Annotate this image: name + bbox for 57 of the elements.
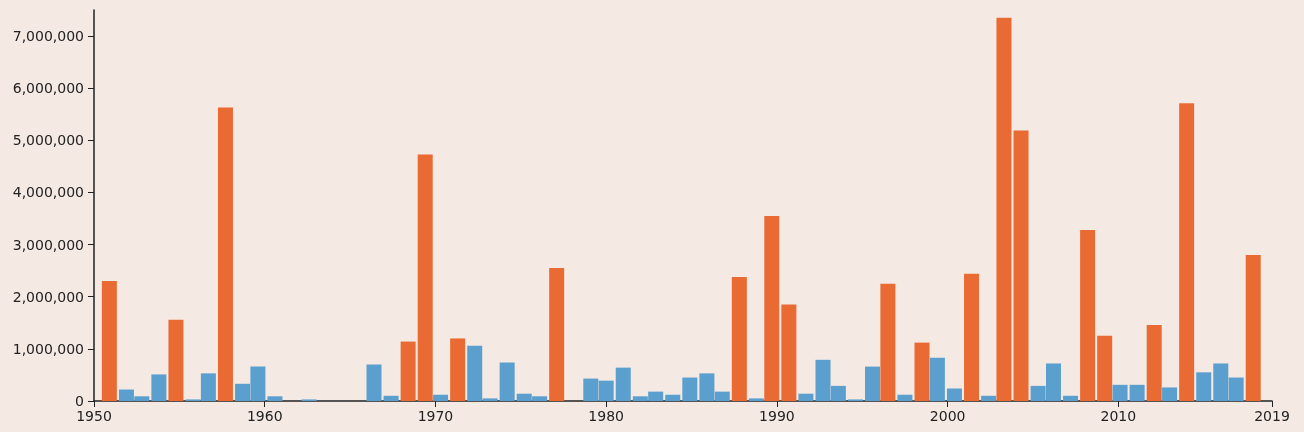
bar	[400, 341, 416, 401]
bar	[1146, 324, 1162, 401]
y-tick-label: 2,000,000	[12, 288, 84, 305]
bar	[981, 395, 997, 401]
x-tick-label: 1980	[588, 408, 624, 424]
bar	[1129, 384, 1145, 401]
bar	[880, 283, 896, 401]
x-tick-label: 2019	[1254, 408, 1290, 424]
bar	[1063, 395, 1079, 401]
bar	[1196, 372, 1212, 401]
y-tick-label: 4,000,000	[12, 184, 84, 201]
bar	[946, 388, 962, 401]
bar	[914, 342, 930, 401]
bar	[450, 338, 466, 401]
bar	[764, 215, 780, 401]
bar	[1112, 384, 1128, 401]
bar	[748, 398, 764, 401]
bar	[1097, 335, 1113, 401]
bar	[798, 393, 814, 401]
bar	[549, 268, 565, 401]
bar	[1080, 230, 1096, 401]
bar	[267, 396, 283, 401]
bar	[615, 367, 631, 401]
bar	[865, 366, 880, 401]
bar	[665, 394, 681, 401]
y-tick-label: 5,000,000	[12, 132, 84, 149]
bar	[217, 107, 233, 401]
bar	[897, 394, 913, 401]
bar	[1245, 255, 1261, 401]
bar	[682, 377, 698, 401]
bar	[996, 17, 1012, 401]
x-tick-label: 1960	[246, 408, 283, 424]
x-tick-label: 2010	[1100, 408, 1137, 424]
bar	[433, 394, 449, 401]
y-tick-label: 7,000,000	[12, 28, 84, 45]
bar	[417, 154, 433, 401]
bar	[151, 374, 167, 401]
bar	[168, 319, 184, 401]
bar	[964, 273, 980, 401]
y-tick-label: 0	[75, 393, 84, 409]
y-tick-label: 1,000,000	[12, 340, 84, 357]
bar	[383, 395, 399, 401]
bar	[731, 276, 747, 401]
x-tick-label: 1990	[759, 408, 795, 424]
bar	[929, 357, 945, 401]
bar	[1162, 387, 1178, 401]
bar	[101, 281, 117, 401]
bar	[1013, 130, 1029, 401]
bar	[781, 304, 797, 401]
x-tick-label: 1950	[76, 408, 112, 424]
x-tick-label: 2000	[929, 408, 966, 424]
bar	[366, 364, 382, 401]
y-tick-label: 3,000,000	[12, 236, 84, 253]
bar	[1179, 103, 1195, 401]
y-tick-label: 6,000,000	[12, 80, 84, 97]
bar	[499, 362, 515, 401]
x-tick-label: 1970	[417, 408, 454, 424]
